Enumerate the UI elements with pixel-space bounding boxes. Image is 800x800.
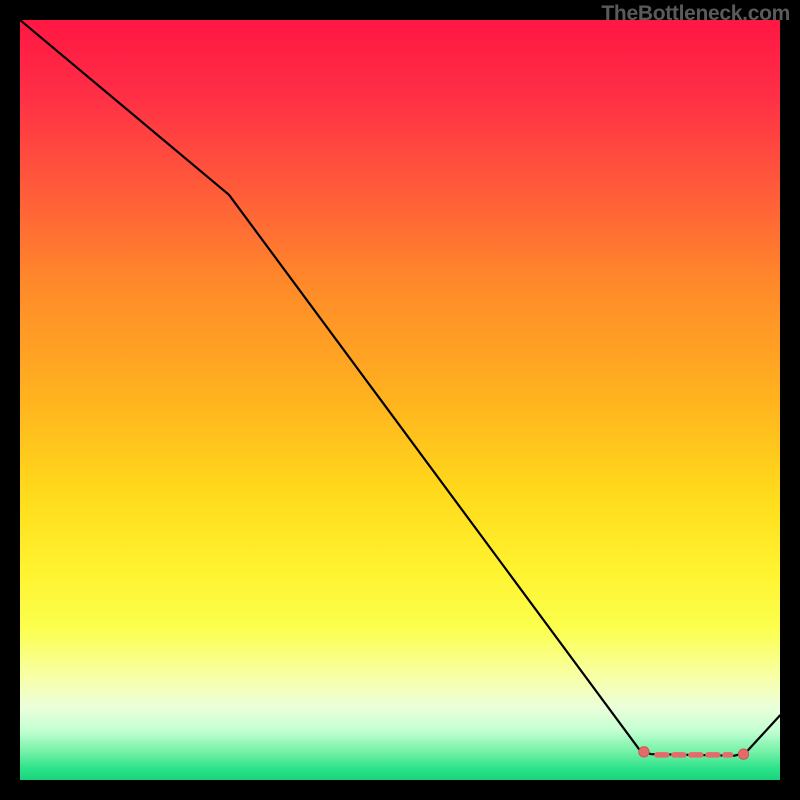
plot-area bbox=[20, 20, 780, 780]
gradient-background bbox=[20, 20, 780, 780]
